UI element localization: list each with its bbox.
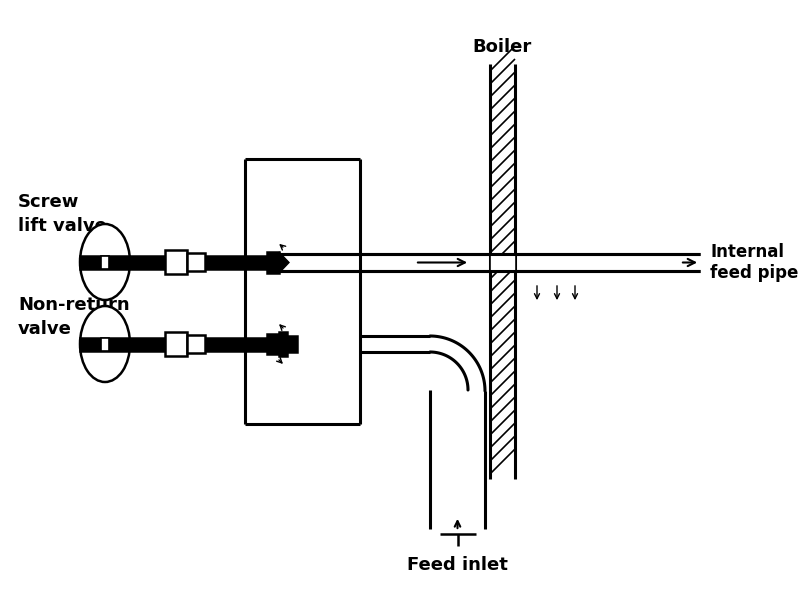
Bar <box>187 253 205 271</box>
Ellipse shape <box>80 224 130 300</box>
Bar <box>101 256 109 268</box>
Bar <box>101 337 109 350</box>
Bar <box>279 336 297 352</box>
Polygon shape <box>491 254 514 271</box>
Bar <box>246 160 359 423</box>
Text: Feed inlet: Feed inlet <box>407 556 508 574</box>
Bar <box>80 256 275 268</box>
Bar <box>80 337 275 350</box>
Bar <box>187 335 205 353</box>
Text: Non-return
valve: Non-return valve <box>18 296 129 338</box>
Ellipse shape <box>80 306 130 382</box>
Bar <box>267 334 279 354</box>
Bar <box>165 332 187 356</box>
Text: Internal
feed pipe: Internal feed pipe <box>710 243 798 282</box>
Polygon shape <box>279 252 289 273</box>
Bar <box>267 252 279 273</box>
Text: Boiler: Boiler <box>473 38 532 56</box>
Text: Screw
lift valve: Screw lift valve <box>18 193 107 235</box>
Bar <box>279 332 287 356</box>
Bar <box>165 250 187 274</box>
